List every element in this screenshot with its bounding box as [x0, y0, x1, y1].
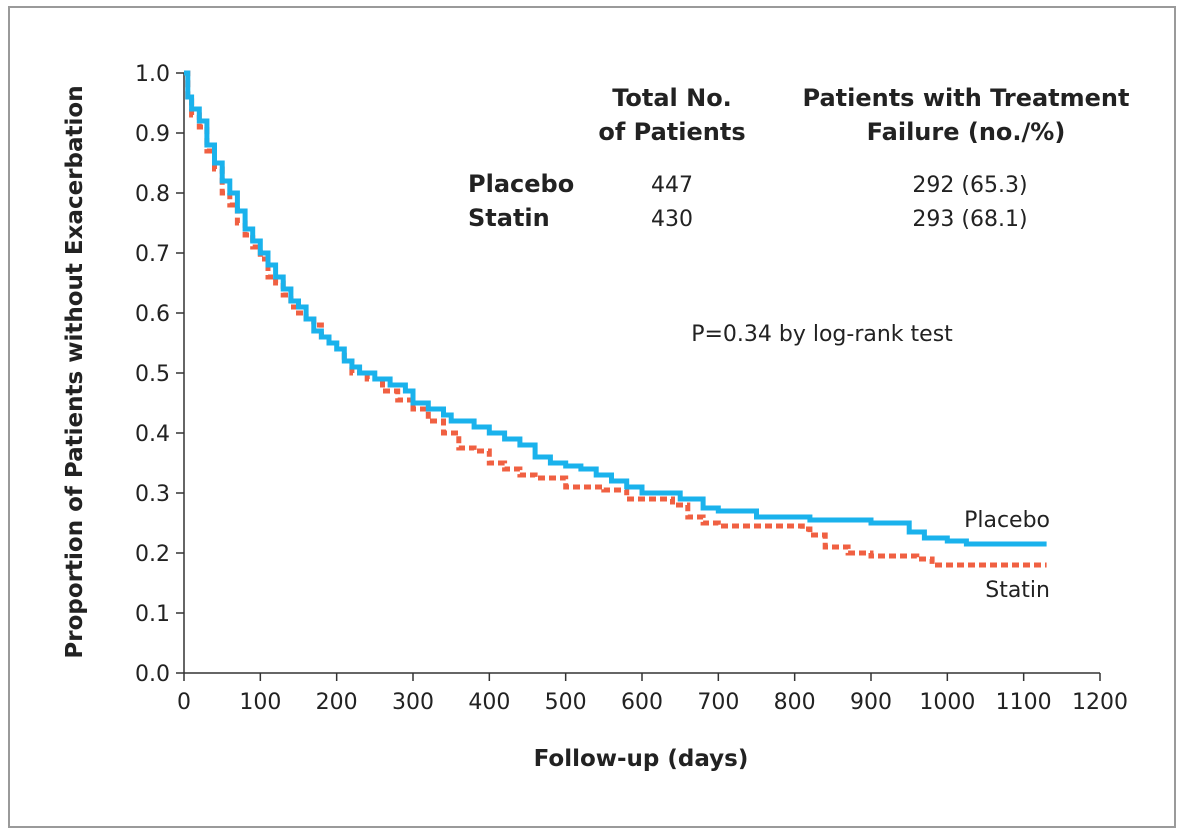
table-row-statin-group: Statin: [468, 204, 550, 232]
y-tick-label: 0.0: [135, 662, 170, 687]
y-tick-label: 0.8: [135, 182, 170, 207]
x-tick-label: 0: [177, 690, 191, 715]
table-row-placebo-total: 447: [651, 173, 693, 198]
table-header-total-2: of Patients: [598, 118, 745, 146]
y-tick-label: 0.9: [135, 122, 170, 147]
y-axis-title: Proportion of Patients without Exacerbat…: [62, 85, 88, 658]
axes: 0.0 0.1 0.2 0.3 0.4 0.5 0.6 0.7 0.8 0.9 1.0 0 100 200…: [135, 62, 1128, 715]
x-tick-label: 600: [621, 690, 663, 715]
y-tick-label: 0.4: [135, 422, 170, 447]
x-tick-label: 900: [850, 690, 892, 715]
y-tick-label: 0.2: [135, 542, 170, 567]
table-header-total-1: Total No.: [612, 84, 732, 112]
table-row-statin-total: 430: [651, 207, 693, 232]
p-value-annotation: P=0.34 by log-rank test: [691, 322, 953, 347]
x-tick-label: 200: [316, 690, 358, 715]
figure-frame: [8, 6, 1176, 828]
curve-label-statin: Statin: [985, 578, 1050, 603]
x-axis-title: Follow-up (days): [534, 746, 749, 772]
y-tick-label: 0.6: [135, 302, 170, 327]
x-tick-label: 1000: [919, 690, 975, 715]
x-tick-label: 400: [468, 690, 510, 715]
table-row-statin-failure: 293 (68.1): [912, 207, 1027, 232]
x-tick-label: 1100: [996, 690, 1052, 715]
y-tick-label: 0.3: [135, 482, 170, 507]
x-tick-label: 800: [774, 690, 816, 715]
x-tick-label: 100: [239, 690, 281, 715]
y-tick-label: 1.0: [135, 62, 170, 87]
y-tick-label: 0.1: [135, 602, 170, 627]
table-header-failure-1: Patients with Treatment: [803, 84, 1130, 112]
x-tick-label: 500: [545, 690, 587, 715]
y-tick-label: 0.5: [135, 362, 170, 387]
table-row-placebo-group: Placebo: [468, 170, 574, 198]
x-tick-label: 700: [697, 690, 739, 715]
series-line-placebo: [184, 70, 1047, 547]
x-tick-label: 300: [392, 690, 434, 715]
table-header-failure-2: Failure (no./%): [867, 118, 1066, 146]
y-tick-label: 0.7: [135, 242, 170, 267]
x-tick-label: 1200: [1072, 690, 1128, 715]
series-line-statin: [184, 70, 1047, 568]
curve-label-placebo: Placebo: [964, 508, 1050, 533]
table-row-placebo-failure: 292 (65.3): [912, 173, 1027, 198]
curves: [184, 70, 1047, 568]
